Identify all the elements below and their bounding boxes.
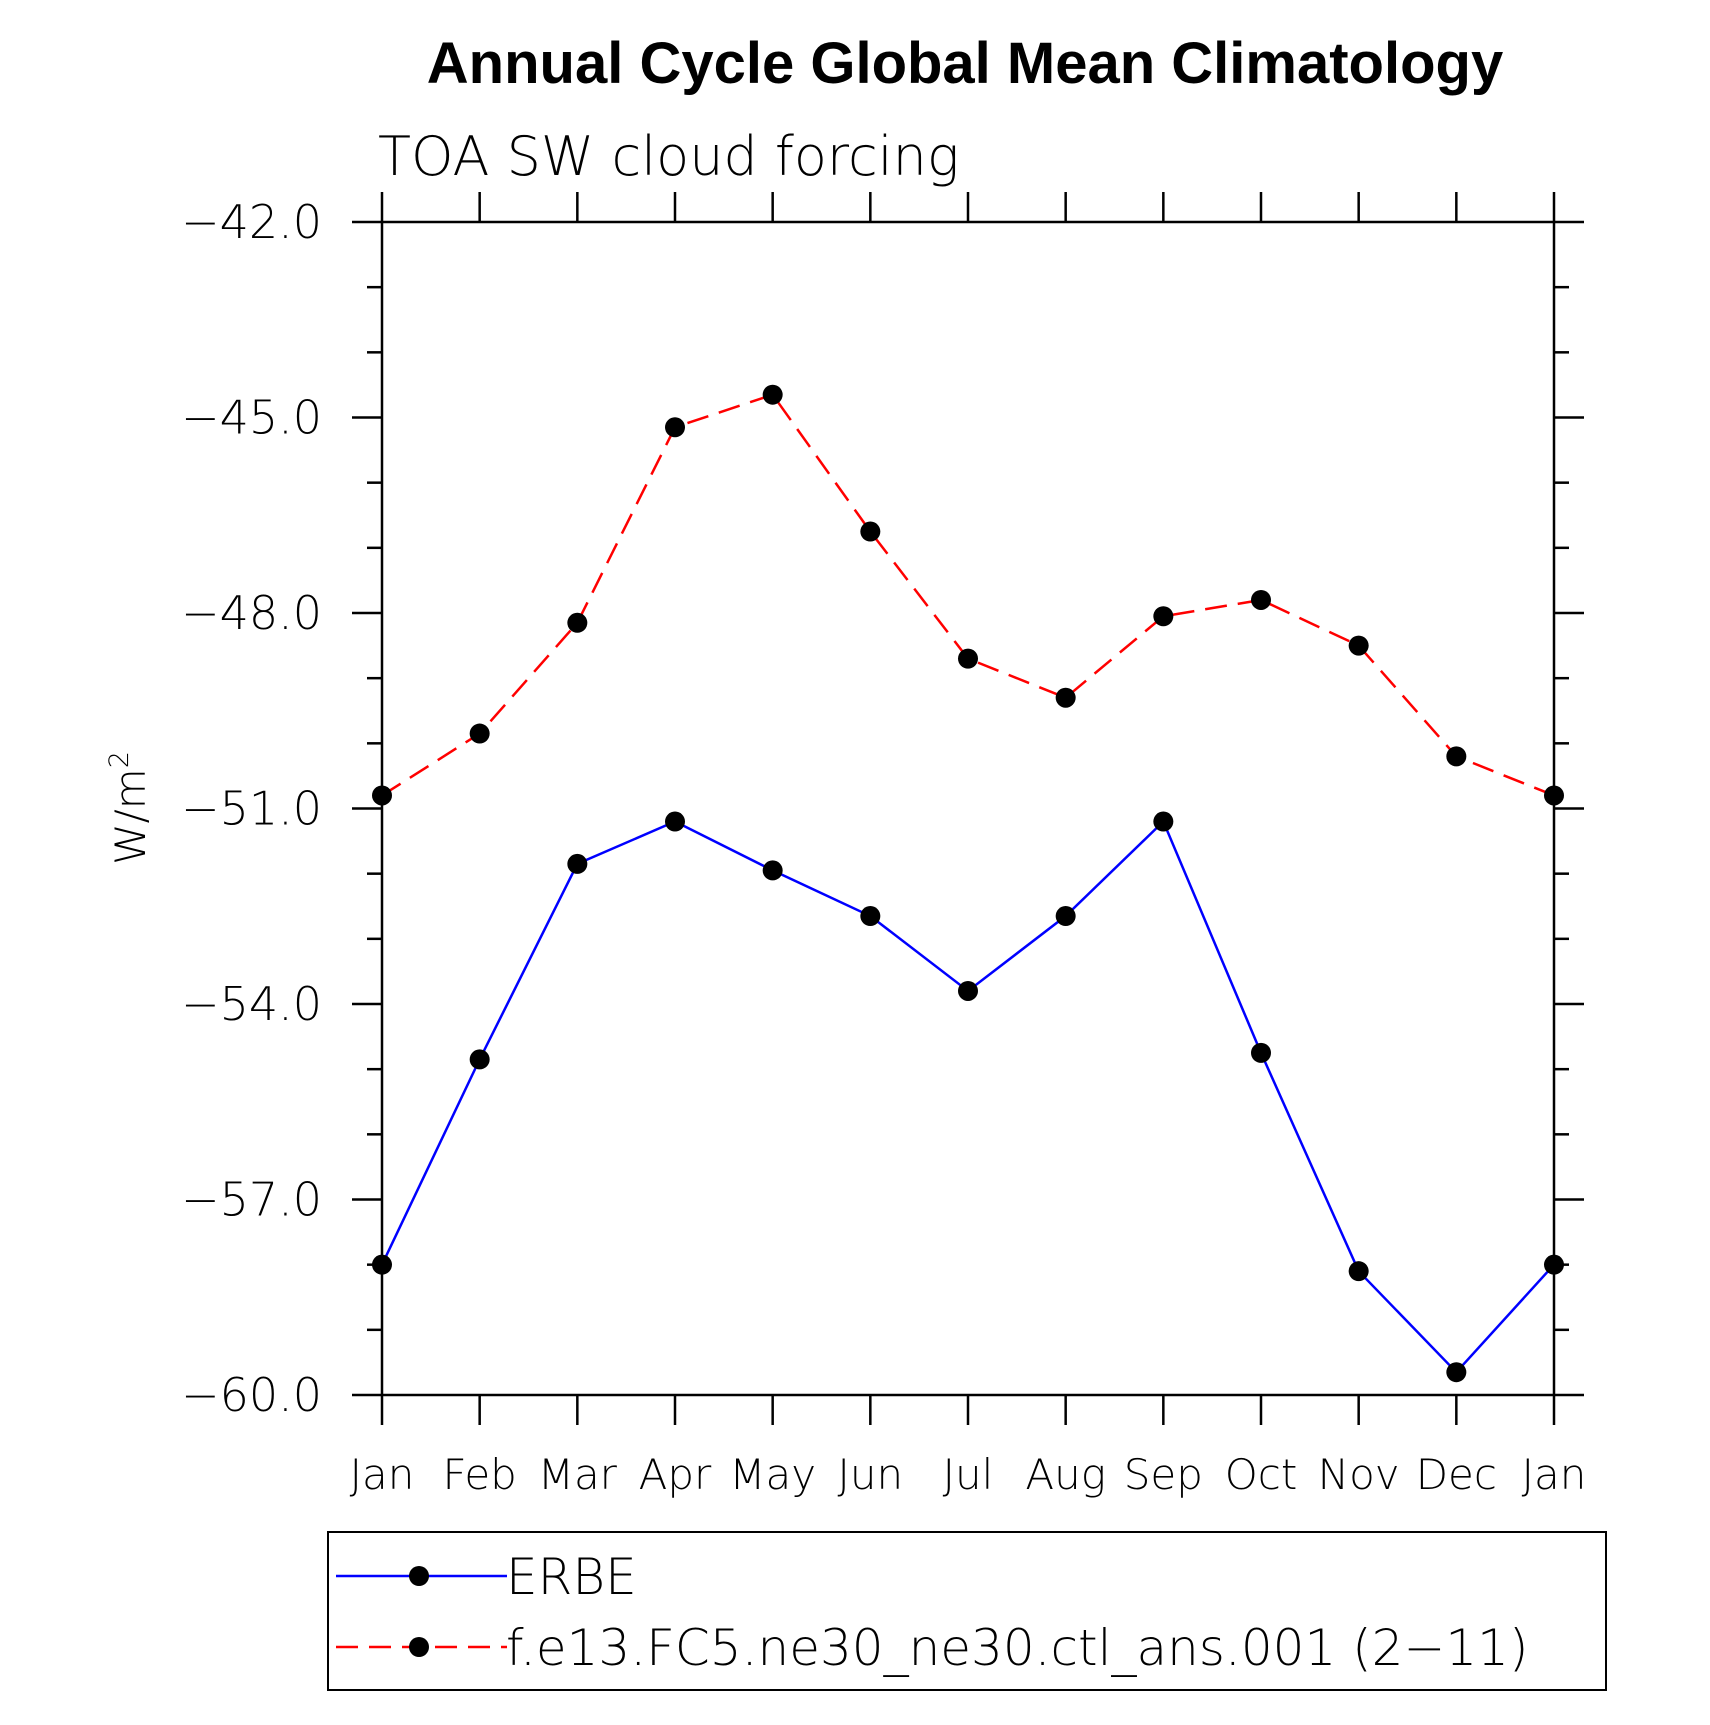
x-tick-labels: Jan Feb Mar Apr May Jun Jul Aug Sep Oct Nov Dec Jan — [350, 1450, 1587, 1499]
y-axis-label-text: W/m — [106, 768, 155, 865]
data-point — [1446, 746, 1467, 767]
data-point — [567, 612, 588, 633]
x-tick-label: Nov — [1318, 1450, 1400, 1499]
data-point — [567, 853, 588, 874]
legend-box — [327, 1531, 1607, 1691]
data-point — [860, 906, 881, 927]
data-point — [1153, 811, 1174, 832]
data-point — [1446, 1362, 1467, 1383]
x-tick-label: Aug — [1025, 1450, 1106, 1499]
x-tick-label: Sep — [1124, 1450, 1203, 1499]
y-tick-label: −48.0 — [181, 586, 322, 640]
series-line-1 — [381, 393, 1555, 797]
legend-marker-erbe — [409, 1566, 429, 1586]
chart-subtitle: TOA SW cloud forcing — [378, 125, 959, 188]
data-point — [1055, 687, 1076, 708]
data-point — [1153, 606, 1174, 627]
y-tick-label: −54.0 — [181, 977, 322, 1031]
legend-label-erbe: ERBE — [506, 1548, 637, 1606]
legend-marker-model — [409, 1637, 429, 1657]
y-tick-label: −57.0 — [181, 1173, 322, 1227]
y-tick-label: −60.0 — [181, 1368, 322, 1422]
svg-text:W/m2: W/m2 — [104, 751, 155, 865]
data-point — [469, 723, 490, 744]
data-point — [1348, 1261, 1369, 1282]
data-point — [665, 417, 685, 438]
data-point — [469, 1049, 490, 1070]
x-tick-label: Jan — [1522, 1450, 1587, 1499]
series-layer — [372, 384, 1564, 1383]
y-tick-labels: −42.0 −45.0 −48.0 −51.0 −54.0 −57.0 −60.0 — [181, 195, 322, 1422]
y-tick-label: −45.0 — [181, 391, 322, 445]
x-tick-label: Dec — [1416, 1450, 1497, 1499]
data-point — [762, 860, 783, 881]
y-axis-label: W/m2 — [104, 751, 155, 865]
data-point — [958, 648, 978, 669]
legend: ERBE f.e13.FC5.ne30_ne30.ctl_ans.001 (2−… — [327, 1531, 1607, 1691]
data-point — [762, 384, 783, 405]
chart-title: Annual Cycle Global Mean Climatology — [427, 31, 1503, 96]
x-tick-label: Jul — [943, 1450, 994, 1499]
y-tick-label: −42.0 — [181, 195, 322, 249]
series-line-0 — [380, 819, 1555, 1375]
data-point — [372, 1254, 392, 1275]
y-axis-label-superscript: 2 — [104, 751, 135, 768]
x-tick-label: Jun — [838, 1450, 904, 1499]
x-tick-label: May — [729, 1450, 816, 1499]
y-tick-label: −51.0 — [181, 782, 322, 836]
legend-label-model: f.e13.FC5.ne30_ne30.ctl_ans.001 (2−11) — [506, 1619, 1529, 1677]
data-point — [1544, 1254, 1564, 1275]
data-point — [1251, 589, 1271, 610]
x-tick-label: Mar — [538, 1450, 618, 1499]
data-point — [1544, 785, 1564, 806]
data-point — [1348, 635, 1369, 656]
plot-frame — [380, 220, 1556, 1397]
axis-ticks — [352, 192, 1584, 1425]
data-point — [1251, 1042, 1271, 1063]
x-tick-label: Oct — [1225, 1450, 1298, 1499]
data-point — [860, 521, 881, 542]
data-point — [372, 785, 392, 806]
x-tick-label: Apr — [639, 1450, 712, 1499]
data-point — [665, 811, 685, 832]
data-point — [1055, 906, 1076, 927]
x-tick-label: Feb — [442, 1450, 516, 1499]
data-point — [958, 980, 978, 1001]
x-tick-label: Jan — [350, 1450, 415, 1499]
